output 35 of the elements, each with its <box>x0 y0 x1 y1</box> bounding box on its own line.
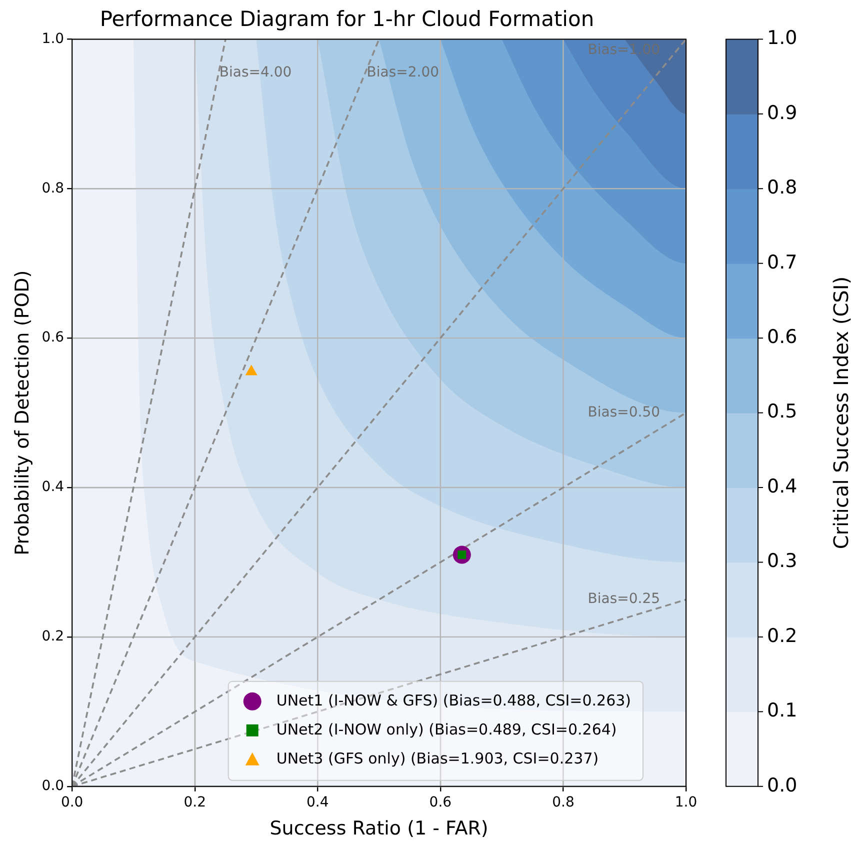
x-tick-label: 0.4 <box>306 794 329 810</box>
y-tick-label: 0.2 <box>42 628 64 645</box>
annotation: Bias=2.00 <box>366 64 440 80</box>
annotation: Bias=4.00 <box>219 64 292 80</box>
x-tick-label: 0.0 <box>60 794 84 810</box>
y-tick-label: 1.0 <box>42 30 64 47</box>
x-tick-label: 0.6 <box>429 794 452 810</box>
color-bar-label: 0.1 <box>767 700 798 722</box>
color-bar-label: 0.4 <box>767 475 798 498</box>
y-axis-title: Probability of Detection (POD) <box>11 270 34 556</box>
color-bar-label: 0.5 <box>767 400 798 423</box>
color-bar-label: 0.3 <box>767 550 798 572</box>
x-tick-label: 1.0 <box>674 794 698 810</box>
color-bar-label: 1.0 <box>767 27 798 50</box>
annotation: Bias=1.00 <box>588 42 660 58</box>
legend-label: UNet1 (I-NOW & GFS) (Bias=0.488, CSI=0.263) <box>276 691 632 710</box>
color-bar-label: 0.0 <box>767 774 798 796</box>
y-tick-label: 0.6 <box>42 330 64 346</box>
color-bar-label: 0.6 <box>767 326 798 348</box>
y-tick-label: 0.8 <box>42 180 64 196</box>
annotation: Bias=0.25 <box>588 591 660 608</box>
legend-label: UNet3 (GFS only) (Bias=1.903, CSI=0.237) <box>276 749 599 768</box>
x-axis-title: Success Ratio (1 - FAR) <box>270 818 488 840</box>
color-bar-label: 0.7 <box>767 251 798 274</box>
color-bar-label: 0.8 <box>767 176 798 199</box>
y-tick-label: 0.4 <box>42 479 64 496</box>
color-bar-title: Critical Success Index (CSI) <box>829 276 851 550</box>
y-tick-label: 0.0 <box>42 778 64 794</box>
legend-label: UNet2 (I-NOW only) (Bias=0.489, CSI=0.264) <box>276 720 617 738</box>
chart-title: Performance Diagram for 1-hr Cloud Formation <box>100 7 594 32</box>
x-tick-label: 0.2 <box>184 794 206 810</box>
color-bar-label: 0.9 <box>767 102 798 124</box>
annotation: Bias=0.50 <box>588 404 660 420</box>
x-tick-label: 0.8 <box>552 794 574 810</box>
color-bar-label: 0.2 <box>767 624 798 647</box>
